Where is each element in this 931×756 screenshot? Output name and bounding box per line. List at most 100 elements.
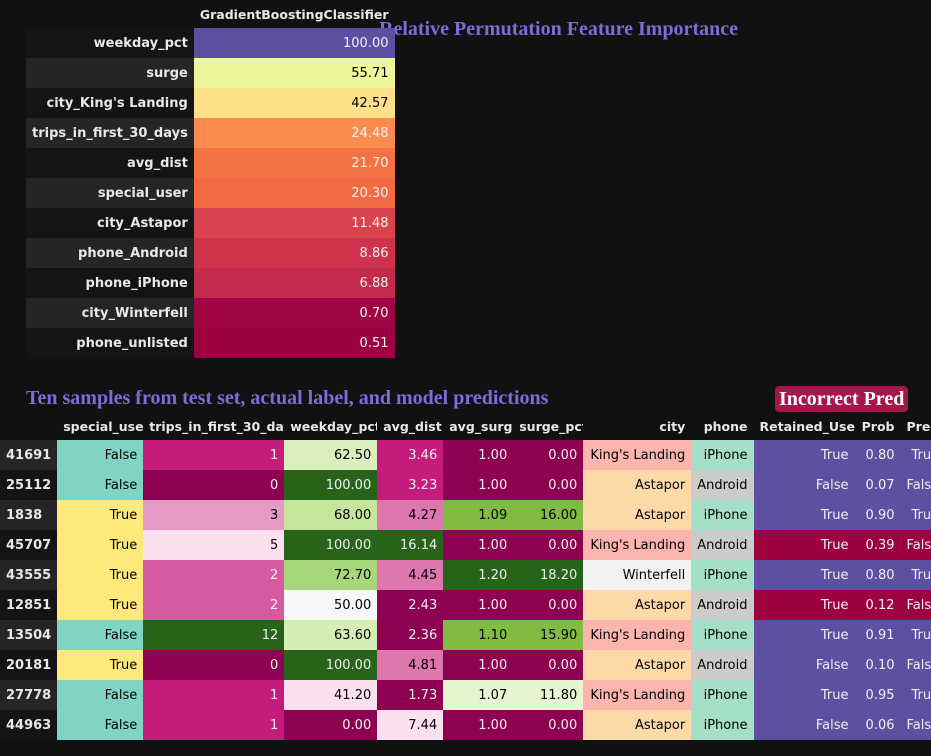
feature-label: trips_in_first_30_days [26, 118, 194, 148]
cell-retained-user: False [753, 470, 855, 500]
cell-special-user: False [57, 680, 144, 710]
table-row: 45707 True 5 100.00 16.14 1.00 0.00 King's Land… [0, 530, 931, 560]
column-header: city [659, 419, 686, 434]
cell-prob: 0.80 [854, 440, 901, 470]
cell-prob: 0.91 [854, 620, 901, 650]
cell-weekday-pct: 41.20 [284, 680, 378, 710]
cell-avg-dist: 4.27 [377, 500, 444, 530]
importance-corner-header [26, 0, 194, 28]
cell-avg-surge: 1.20 [443, 560, 514, 590]
cell-pred: True [900, 440, 931, 470]
cell-avg-surge: 1.10 [443, 620, 514, 650]
feature-label: surge [26, 58, 194, 88]
cell-special-user: True [57, 500, 144, 530]
cell-city: King's Landing [583, 530, 692, 560]
table-row: 44963 False 1 0.00 7.44 1.00 0.00 Astapor iPhone… [0, 710, 931, 740]
cell-avg-dist: 2.36 [377, 620, 444, 650]
row-index: 20181 [0, 650, 58, 680]
cell-pred: True [900, 500, 931, 530]
cell-phone: Android [691, 530, 754, 560]
cell-retained-user: True [753, 620, 855, 650]
cell-retained-user: True [753, 560, 855, 590]
cell-special-user: False [57, 440, 144, 470]
feature-label: city_Astapor [26, 208, 194, 238]
cell-pred: True [900, 680, 931, 710]
cell-pred: False [900, 590, 931, 620]
feature-label: phone_Android [26, 238, 194, 268]
importance-row: avg_dist 21.70 [26, 148, 395, 178]
importance-value: 42.57 [193, 88, 395, 118]
cell-weekday-pct: 68.00 [284, 500, 378, 530]
column-header: Retained_User [759, 419, 855, 434]
row-index: 13504 [0, 620, 58, 650]
cell-pred: True [900, 560, 931, 590]
column-header [0, 413, 57, 440]
feature-label: phone_unlisted [26, 328, 194, 358]
row-index: 41691 [0, 440, 58, 470]
cell-pred: False [900, 530, 931, 560]
cell-avg-surge: 1.00 [443, 530, 514, 560]
cell-weekday-pct: 100.00 [284, 470, 378, 500]
cell-trips-in-first-30-days: 0 [143, 470, 285, 500]
importance-value: 100.00 [193, 28, 395, 58]
cell-weekday-pct: 72.70 [284, 560, 378, 590]
importance-value: 24.48 [193, 118, 395, 148]
cell-trips-in-first-30-days: 2 [143, 560, 285, 590]
cell-trips-in-first-30-days: 0 [143, 650, 285, 680]
importance-value: 6.88 [193, 268, 395, 298]
cell-surge-pct: 18.20 [513, 560, 584, 590]
cell-prob: 0.10 [854, 650, 901, 680]
cell-surge-pct: 0.00 [513, 440, 584, 470]
importance-row: surge 55.71 [26, 58, 395, 88]
row-index: 27778 [0, 680, 58, 710]
feature-label: city_King's Landing [26, 88, 194, 118]
cell-prob: 0.12 [854, 590, 901, 620]
cell-special-user: True [57, 590, 144, 620]
importance-value: 11.48 [193, 208, 395, 238]
cell-avg-surge: 1.00 [443, 590, 514, 620]
importance-row: trips_in_first_30_days 24.48 [26, 118, 395, 148]
cell-phone: Android [691, 650, 754, 680]
importance-value: 55.71 [193, 58, 395, 88]
importance-value: 0.70 [193, 298, 395, 328]
cell-retained-user: True [753, 680, 855, 710]
importance-value: 21.70 [193, 148, 395, 178]
importance-row: special_user 20.30 [26, 178, 395, 208]
cell-avg-dist: 4.45 [377, 560, 444, 590]
cell-trips-in-first-30-days: 1 [143, 440, 285, 470]
cell-retained-user: False [753, 710, 855, 740]
cell-avg-surge: 1.00 [443, 440, 514, 470]
cell-trips-in-first-30-days: 12 [143, 620, 285, 650]
importance-row: city_Astapor 11.48 [26, 208, 395, 238]
cell-special-user: False [57, 470, 144, 500]
column-header: weekday_pct [290, 419, 378, 434]
cell-weekday-pct: 0.00 [284, 710, 378, 740]
row-index: 25112 [0, 470, 58, 500]
cell-city: Winterfell [583, 560, 692, 590]
table-row: 25112 False 0 100.00 3.23 1.00 0.00 Astapor Andr… [0, 470, 931, 500]
cell-prob: 0.39 [854, 530, 901, 560]
importance-value: 20.30 [193, 178, 395, 208]
row-index: 43555 [0, 560, 58, 590]
cell-avg-dist: 16.14 [377, 530, 444, 560]
cell-city: Astapor [583, 710, 692, 740]
cell-avg-surge: 1.00 [443, 470, 514, 500]
cell-surge-pct: 16.00 [513, 500, 584, 530]
column-header: surge_pct [519, 419, 584, 434]
row-index: 12851 [0, 590, 58, 620]
cell-city: Astapor [583, 590, 692, 620]
feature-label: avg_dist [26, 148, 194, 178]
cell-retained-user: True [753, 440, 855, 470]
column-header: phone [703, 419, 748, 434]
importance-row: phone_unlisted 0.51 [26, 328, 395, 358]
incorrect-pred-badge: Incorrect Pred [775, 386, 909, 412]
cell-surge-pct: 0.00 [513, 470, 584, 500]
cell-phone: iPhone [691, 560, 754, 590]
cell-retained-user: False [753, 650, 855, 680]
cell-pred: False [900, 470, 931, 500]
cell-pred: False [900, 710, 931, 740]
feature-label: phone_iPhone [26, 268, 194, 298]
cell-avg-dist: 4.81 [377, 650, 444, 680]
cell-weekday-pct: 100.00 [284, 530, 378, 560]
cell-special-user: False [57, 710, 144, 740]
